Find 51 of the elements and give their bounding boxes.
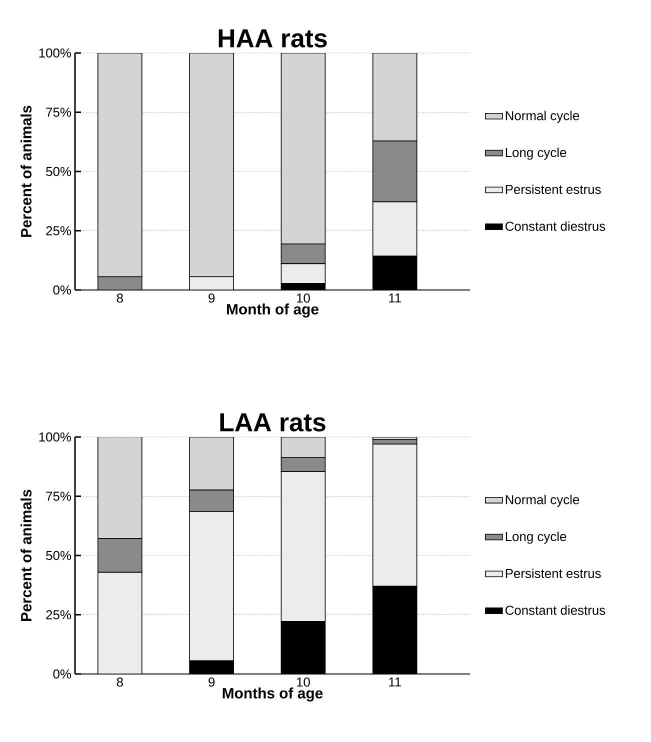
y-tick-label: 100% <box>39 432 72 442</box>
bar <box>280 471 326 622</box>
bar <box>280 263 326 284</box>
legend-label: Persistent estrus <box>506 184 601 194</box>
legend-label: Normal cycle <box>506 494 580 507</box>
x-tick-label: 11 <box>389 294 401 302</box>
bar <box>372 201 418 256</box>
legend-label: Persistent estrus <box>506 568 601 578</box>
bar <box>189 511 234 662</box>
bar <box>98 436 142 539</box>
legend-label: Normal cycle <box>506 110 580 123</box>
bar <box>280 456 326 472</box>
x-tick-label: 11 <box>389 678 401 686</box>
y-tick-label: 50% <box>46 166 72 176</box>
bar <box>280 244 326 264</box>
y-tick-label: 50% <box>46 550 72 560</box>
bar <box>98 572 142 674</box>
y-tick-label: 25% <box>46 226 72 236</box>
x-tick-label: 8 <box>116 678 123 687</box>
legend-label: Constant diestrus <box>505 221 606 231</box>
bar <box>372 444 418 587</box>
x-tick-label: 10 <box>296 678 310 687</box>
x-tick-label: 9 <box>208 294 215 303</box>
bar <box>98 52 142 278</box>
y-tick-label: 100% <box>39 48 72 58</box>
legend-label: Long cycle <box>506 148 566 160</box>
chart-title: LAA rats <box>220 413 326 432</box>
y-axis-title: Percent of animals <box>20 490 32 621</box>
y-tick-label: 75% <box>46 108 72 117</box>
x-axis-title: Month of age <box>227 304 318 318</box>
x-axis-title: Months of age <box>222 688 323 702</box>
bar <box>372 140 418 202</box>
y-tick-label: 0% <box>53 669 72 679</box>
bar <box>189 490 234 512</box>
y-tick-label: 25% <box>46 610 72 620</box>
bar <box>190 276 234 290</box>
legend-label: Constant diestrus <box>505 605 606 615</box>
bar <box>280 52 326 244</box>
y-tick-label: 75% <box>46 492 72 501</box>
chart-title: HAA rats <box>218 29 327 48</box>
bar <box>372 52 418 142</box>
legend-label: Long cycle <box>506 532 566 544</box>
y-axis-title: Percent of animals <box>20 106 32 237</box>
bar <box>280 436 326 458</box>
x-tick-label: 10 <box>296 294 310 303</box>
bar <box>189 436 234 490</box>
bar <box>98 276 142 290</box>
x-tick-label: 8 <box>116 294 123 303</box>
bar <box>189 52 234 278</box>
x-tick-label: 9 <box>208 678 215 687</box>
y-tick-label: 0% <box>53 285 72 295</box>
